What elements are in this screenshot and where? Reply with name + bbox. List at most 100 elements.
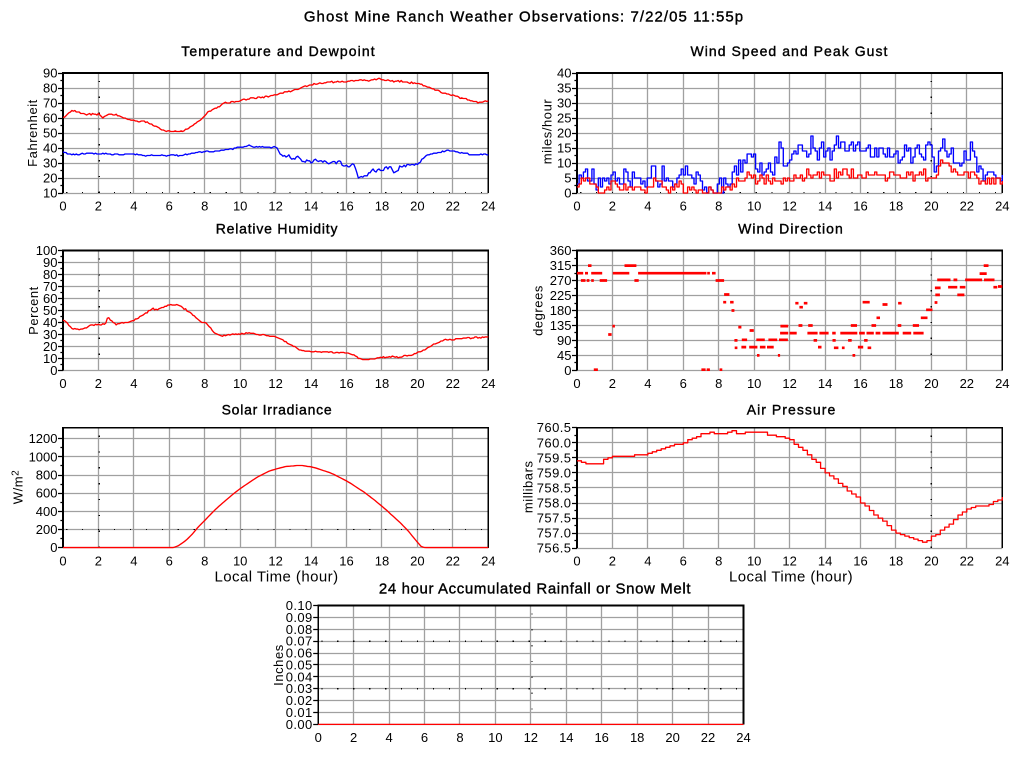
svg-text:30: 30: [557, 96, 571, 111]
svg-text:22: 22: [960, 554, 974, 569]
svg-text:20: 20: [924, 376, 938, 391]
svg-text:10: 10: [233, 554, 247, 569]
svg-text:2: 2: [350, 730, 357, 745]
svg-text:24: 24: [481, 199, 495, 214]
svg-text:18: 18: [889, 376, 903, 391]
svg-text:12: 12: [268, 199, 282, 214]
svg-text:14: 14: [818, 554, 832, 569]
svg-text:20: 20: [924, 554, 938, 569]
svg-text:2: 2: [609, 554, 616, 569]
svg-text:degrees: degrees: [531, 285, 546, 336]
svg-text:0: 0: [59, 554, 66, 569]
svg-text:4: 4: [130, 199, 137, 214]
svg-text:8: 8: [715, 554, 722, 569]
svg-text:400: 400: [36, 504, 58, 519]
svg-text:Solar Irradiance: Solar Irradiance: [222, 401, 333, 417]
svg-text:0.08: 0.08: [286, 622, 313, 637]
svg-text:30: 30: [43, 327, 57, 342]
svg-text:90: 90: [43, 66, 57, 81]
svg-text:8: 8: [715, 376, 722, 391]
svg-text:30: 30: [43, 156, 57, 171]
svg-text:22: 22: [446, 199, 460, 214]
svg-text:1000: 1000: [29, 449, 58, 464]
svg-text:20: 20: [410, 199, 424, 214]
svg-text:35: 35: [557, 81, 571, 96]
svg-text:315: 315: [550, 258, 572, 273]
svg-text:16: 16: [594, 730, 608, 745]
svg-text:24: 24: [481, 376, 495, 391]
svg-text:759.0: 759.0: [537, 465, 572, 480]
svg-text:Percent: Percent: [26, 286, 41, 335]
svg-text:90: 90: [43, 255, 57, 270]
svg-text:18: 18: [375, 376, 389, 391]
svg-text:14: 14: [818, 199, 832, 214]
svg-text:0: 0: [564, 186, 571, 201]
svg-text:20: 20: [410, 376, 424, 391]
svg-text:0.05: 0.05: [286, 657, 313, 672]
svg-text:Fahrenheit: Fahrenheit: [25, 99, 40, 167]
svg-text:40: 40: [43, 315, 57, 330]
svg-text:40: 40: [43, 141, 57, 156]
svg-text:0.02: 0.02: [286, 693, 313, 708]
svg-text:10: 10: [233, 376, 247, 391]
svg-text:60: 60: [43, 291, 57, 306]
svg-text:16: 16: [853, 376, 867, 391]
svg-text:70: 70: [43, 279, 57, 294]
svg-text:6: 6: [166, 376, 173, 391]
svg-text:12: 12: [782, 376, 796, 391]
svg-text:4: 4: [130, 554, 137, 569]
svg-text:20: 20: [43, 339, 57, 354]
svg-text:1200: 1200: [29, 431, 58, 446]
svg-text:6: 6: [680, 376, 687, 391]
svg-text:759.5: 759.5: [537, 450, 572, 465]
svg-text:20: 20: [410, 554, 424, 569]
svg-text:16: 16: [339, 554, 353, 569]
svg-text:18: 18: [375, 199, 389, 214]
svg-text:4: 4: [644, 199, 651, 214]
svg-text:10: 10: [747, 199, 761, 214]
svg-text:800: 800: [36, 468, 58, 483]
svg-text:2: 2: [609, 376, 616, 391]
svg-text:180: 180: [550, 303, 572, 318]
svg-text:6: 6: [166, 554, 173, 569]
svg-text:0: 0: [573, 554, 580, 569]
svg-text:225: 225: [550, 288, 572, 303]
svg-text:0: 0: [59, 376, 66, 391]
svg-text:4: 4: [644, 376, 651, 391]
svg-text:22: 22: [701, 730, 715, 745]
svg-text:22: 22: [446, 376, 460, 391]
svg-text:0.01: 0.01: [286, 705, 313, 720]
svg-text:2: 2: [95, 554, 102, 569]
svg-text:270: 270: [550, 273, 572, 288]
svg-text:40: 40: [557, 66, 571, 81]
svg-text:756.5: 756.5: [537, 541, 572, 556]
svg-text:22: 22: [960, 376, 974, 391]
svg-text:4: 4: [385, 730, 392, 745]
svg-text:10: 10: [488, 730, 502, 745]
svg-text:14: 14: [818, 376, 832, 391]
svg-text:360: 360: [550, 243, 572, 258]
svg-text:45: 45: [557, 348, 571, 363]
svg-text:Relative Humidity: Relative Humidity: [216, 221, 339, 237]
svg-text:16: 16: [853, 554, 867, 569]
svg-text:18: 18: [375, 554, 389, 569]
svg-text:5: 5: [564, 171, 571, 186]
svg-text:4: 4: [644, 554, 651, 569]
svg-text:0: 0: [50, 540, 57, 555]
svg-text:0: 0: [573, 376, 580, 391]
svg-text:0.04: 0.04: [286, 669, 313, 684]
svg-text:600: 600: [36, 486, 58, 501]
svg-text:Ghost Mine Ranch Weather Obser: Ghost Mine Ranch Weather Observations: 7…: [304, 9, 744, 26]
svg-text:50: 50: [43, 303, 57, 318]
svg-text:18: 18: [889, 199, 903, 214]
svg-text:100: 100: [36, 243, 58, 258]
svg-text:8: 8: [201, 554, 208, 569]
svg-text:16: 16: [853, 199, 867, 214]
svg-text:0: 0: [315, 730, 322, 745]
svg-text:80: 80: [43, 267, 57, 282]
svg-text:6: 6: [166, 199, 173, 214]
svg-text:16: 16: [339, 376, 353, 391]
svg-text:135: 135: [550, 318, 572, 333]
svg-text:8: 8: [456, 730, 463, 745]
svg-text:70: 70: [43, 96, 57, 111]
